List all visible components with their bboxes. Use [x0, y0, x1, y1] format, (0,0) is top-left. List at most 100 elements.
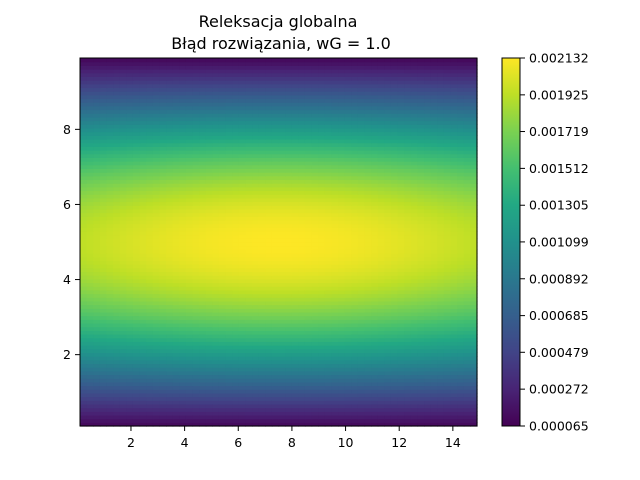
heatmap-cell: [179, 300, 187, 306]
heatmap-cell: [139, 219, 147, 225]
heatmap-cell: [99, 157, 108, 162]
heatmap-cell: [311, 260, 319, 265]
heatmap-cell: [238, 297, 247, 302]
heatmap-cell: [166, 374, 174, 379]
heatmap-cell: [377, 230, 385, 236]
heatmap-cell: [417, 227, 425, 232]
heatmap-cell: [212, 190, 220, 195]
heatmap-cell: [86, 378, 94, 383]
heatmap-cell: [252, 205, 260, 210]
heatmap-cell: [205, 411, 213, 416]
heatmap-cell: [119, 146, 127, 151]
heatmap-cell: [252, 304, 260, 309]
heatmap-cell: [93, 286, 101, 291]
heatmap-cell: [99, 164, 108, 169]
heatmap-cell: [166, 341, 174, 346]
heatmap-cell: [311, 175, 319, 181]
heatmap-cell: [457, 190, 465, 195]
heatmap-cell: [364, 230, 372, 236]
heatmap-cell: [113, 282, 121, 287]
heatmap-cell: [179, 341, 187, 346]
heatmap-cell: [344, 208, 352, 214]
heatmap-cell: [470, 345, 478, 350]
heatmap-cell: [113, 396, 121, 401]
heatmap-cell: [331, 381, 339, 387]
heatmap-cell: [344, 120, 352, 125]
heatmap-cell: [278, 197, 286, 203]
heatmap-cell: [139, 389, 147, 394]
heatmap-cell: [443, 392, 452, 398]
heatmap-cell: [351, 341, 359, 346]
heatmap-cell: [218, 249, 227, 254]
heatmap-cell: [410, 414, 419, 420]
heatmap-cell: [384, 363, 392, 368]
heatmap-cell: [132, 183, 141, 188]
heatmap-cell: [212, 153, 220, 158]
heatmap-cell: [245, 172, 253, 177]
heatmap-cell: [225, 201, 233, 206]
heatmap-cell: [338, 367, 346, 372]
heatmap-cell: [166, 411, 174, 416]
heatmap-cell: [430, 227, 438, 232]
heatmap-cell: [291, 264, 299, 269]
heatmap-cell: [357, 337, 366, 342]
heatmap-cell: [390, 286, 399, 291]
heatmap-cell: [463, 223, 471, 228]
heatmap-cell: [364, 374, 372, 379]
heatmap-cell: [258, 186, 266, 192]
heatmap-cell: [338, 403, 346, 409]
heatmap-cell: [258, 422, 266, 427]
heatmap-cell: [457, 334, 465, 339]
heatmap-cell: [258, 216, 266, 221]
heatmap-cell: [344, 411, 352, 416]
heatmap-cell: [324, 330, 333, 335]
heatmap-cell: [93, 138, 101, 144]
heatmap-cell: [364, 172, 372, 177]
heatmap-cell: [371, 407, 379, 412]
heatmap-cell: [232, 146, 240, 151]
heatmap-cell: [338, 161, 346, 166]
heatmap-cell: [430, 385, 438, 390]
heatmap-cell: [278, 345, 286, 350]
heatmap-cell: [172, 260, 180, 265]
heatmap-cell: [390, 146, 399, 151]
heatmap-cell: [205, 308, 213, 313]
heatmap-cell: [245, 157, 253, 162]
heatmap-cell: [304, 297, 313, 302]
heatmap-cell: [258, 348, 266, 353]
heatmap-cell: [166, 337, 174, 342]
heatmap-cell: [252, 120, 260, 125]
heatmap-cell: [443, 326, 452, 331]
heatmap-cell: [192, 359, 200, 365]
heatmap-cell: [450, 359, 458, 365]
heatmap-cell: [106, 297, 114, 302]
heatmap-cell: [298, 345, 306, 350]
heatmap-cell: [324, 348, 333, 353]
heatmap-cell: [338, 400, 346, 405]
heatmap-cell: [159, 403, 167, 409]
heatmap-cell: [245, 242, 253, 247]
heatmap-cell: [119, 370, 127, 376]
heatmap-cell: [99, 153, 108, 158]
heatmap-cell: [152, 334, 160, 339]
heatmap-cell: [93, 403, 101, 409]
heatmap-cell: [132, 359, 141, 365]
heatmap-cell: [126, 161, 134, 166]
heatmap-cell: [172, 282, 180, 287]
heatmap-cell: [126, 120, 134, 125]
heatmap-cell: [218, 389, 227, 394]
heatmap-cell: [185, 150, 194, 155]
heatmap-cell: [126, 157, 134, 162]
heatmap-cell: [265, 322, 273, 328]
heatmap-cell: [298, 352, 306, 357]
heatmap-cell: [106, 227, 114, 232]
heatmap-cell: [225, 161, 233, 166]
heatmap-cell: [331, 120, 339, 125]
heatmap-cell: [450, 418, 458, 423]
heatmap-cell: [397, 183, 405, 188]
heatmap-cell: [232, 245, 240, 250]
heatmap-cell: [86, 234, 94, 239]
heatmap-cell: [311, 120, 319, 125]
heatmap-cell: [331, 359, 339, 365]
heatmap-cell: [351, 322, 359, 328]
